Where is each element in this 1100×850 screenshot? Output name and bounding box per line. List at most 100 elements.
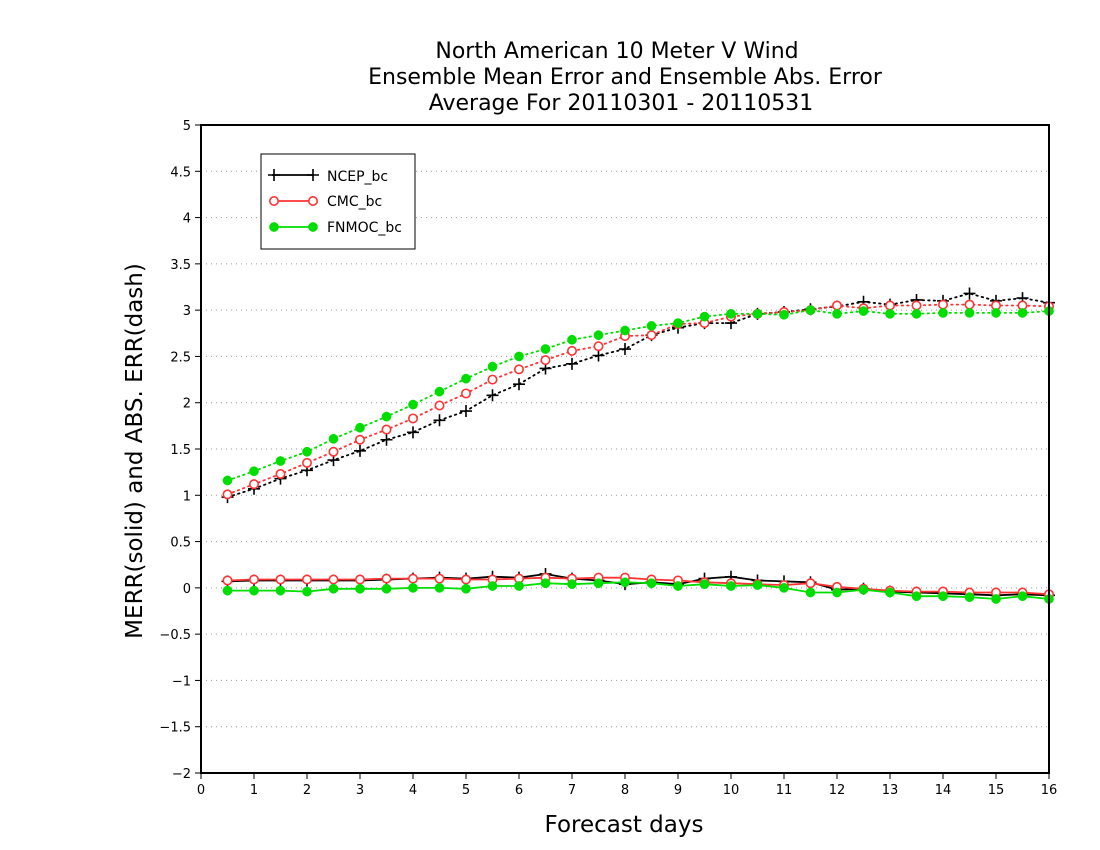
merr-point-fnmoc-bc [355,583,365,594]
legend-label-ncep: NCEP_bc [327,169,388,185]
y-tick-label: 1 [183,489,191,504]
merr-point-cmc-bc [328,574,339,585]
merr-point-cmc-bc [805,578,816,589]
merr-point-cmc-bc [381,573,392,584]
abs-err-point-cmc-bc [937,299,948,310]
legend-marker-fnmoc-bc [269,222,279,232]
legend-label-fnmoc: FNMOC_bc [327,220,402,236]
x-tick-label: 8 [621,783,629,798]
merr-point-fnmoc-bc [805,587,816,598]
merr-point-fnmoc-bc [646,578,657,589]
plot-series [221,287,1055,604]
legend-sample-ncep-bc [268,169,319,181]
abs-err-point-fnmoc-bc [805,305,816,315]
abs-err-point-ncep-bc [380,433,393,446]
merr-point-fnmoc-bc [1017,591,1028,602]
merr-line-cmc-bc [227,576,1050,596]
abs-err-line-cmc-bc [226,303,1050,496]
abs-err-point-fnmoc-bc [991,308,1001,318]
legend-sample-cmc-bc [268,196,318,207]
abs-err-point-cmc-bc [328,446,339,457]
abs-err-point-fnmoc-bc [938,308,948,318]
abs-err-point-cmc-bc [911,300,922,311]
merr-line-fnmoc-bc [227,581,1050,600]
abs-err-point-cmc-bc [249,479,260,490]
y-tick-label: 2 [183,397,191,412]
abs-err-point-fnmoc-bc [885,308,895,319]
abs-err-point-fnmoc-bc [832,308,842,319]
merr-point-fnmoc-bc [567,579,577,590]
merr-point-cmc-bc [222,575,233,586]
merr-point-fnmoc-bc [620,577,630,588]
x-tick-label: 1 [250,783,258,798]
abs-err-point-cmc-bc [407,413,418,424]
legend-marker-cmc-bc [268,196,279,207]
legend-marker-ncep-bc [307,169,319,181]
x-tick-label: 2 [303,783,311,798]
x-tick-label: 16 [1041,783,1058,798]
abs-err-point-fnmoc-bc [673,318,683,328]
abs-err-point-fnmoc-bc [249,466,259,477]
merr-point-fnmoc-bc [964,592,975,602]
x-tick-label: 6 [515,783,523,798]
abs-err-point-cmc-bc [646,330,657,341]
merr-point-cmc-bc [301,574,312,585]
y-tick-label: 2.5 [170,350,191,365]
abs-err-point-ncep-bc [963,287,976,300]
abs-err-point-fnmoc-bc [487,361,498,372]
y-tick-label: 3.5 [170,258,191,273]
y-tick-label: 4.5 [170,165,191,180]
abs-err-point-cmc-bc [831,300,842,311]
abs-err-point-fnmoc-bc [408,399,418,410]
abs-err-point-cmc-bc [460,388,471,399]
y-tick-label: 0 [183,582,191,597]
abs-err-point-fnmoc-bc [355,422,365,433]
abs-err-point-cmc-bc [566,345,577,356]
chart-title-line-2: Ensemble Mean Error and Ensemble Abs. Er… [368,65,883,90]
merr-point-fnmoc-bc [832,587,842,598]
merr-point-fnmoc-bc [938,591,948,602]
abs-err-point-cmc-bc [487,374,498,385]
series-ncep-bc [221,287,1055,602]
x-tick-label: 11 [776,783,793,798]
x-tick-label: 15 [988,783,1005,798]
abs-err-point-fnmoc-bc [858,306,869,316]
abs-err-point-fnmoc-bc [302,446,312,457]
abs-err-point-fnmoc-bc [911,308,922,319]
abs-err-point-cmc-bc [513,364,524,375]
x-tick-label: 0 [197,783,205,798]
merr-point-fnmoc-bc [699,579,710,590]
abs-err-point-ncep-bc [513,378,525,391]
abs-err-line-ncep-bc [226,292,1050,499]
abs-err-point-fnmoc-bc [1017,308,1028,318]
legend-sample-fnmoc-bc [269,222,318,232]
abs-err-point-ncep-bc [354,444,366,457]
grid-lines [201,170,1049,728]
y-tick-label: 3 [183,304,191,319]
abs-err-point-cmc-bc [275,468,286,479]
legend-marker-ncep-bc [268,169,280,181]
abs-err-point-fnmoc-bc [434,386,445,397]
merr-point-fnmoc-bc [381,583,392,594]
y-tick-label: −1.5 [159,721,191,736]
legend-samples [268,169,319,232]
x-axis-title: Forecast days [545,812,704,838]
abs-err-point-ncep-bc [592,349,605,362]
axis-ticks: −2−1.5−1−0.500.511.522.533.544.550 1 2 3 4 5 6… [159,119,1057,798]
merr-point-cmc-bc [354,574,365,585]
merr-point-fnmoc-bc [487,581,498,591]
abs-err-point-ncep-bc [486,389,499,402]
abs-err-point-cmc-bc [884,300,895,311]
merr-point-fnmoc-bc [858,584,869,595]
merr-point-cmc-bc [407,573,418,584]
x-tick-label: 3 [356,783,364,798]
y-axis-title: MERR(solid) and ABS. ERR(dash) [122,263,148,639]
x-tick-label: 5 [462,783,470,798]
y-tick-label: 5 [183,119,191,134]
abs-err-point-ncep-bc [433,414,446,427]
merr-point-fnmoc-bc [461,583,471,594]
abs-err-point-cmc-bc [540,355,551,366]
series-fnmoc-bc [222,305,1054,604]
series-cmc-bc [222,299,1055,600]
